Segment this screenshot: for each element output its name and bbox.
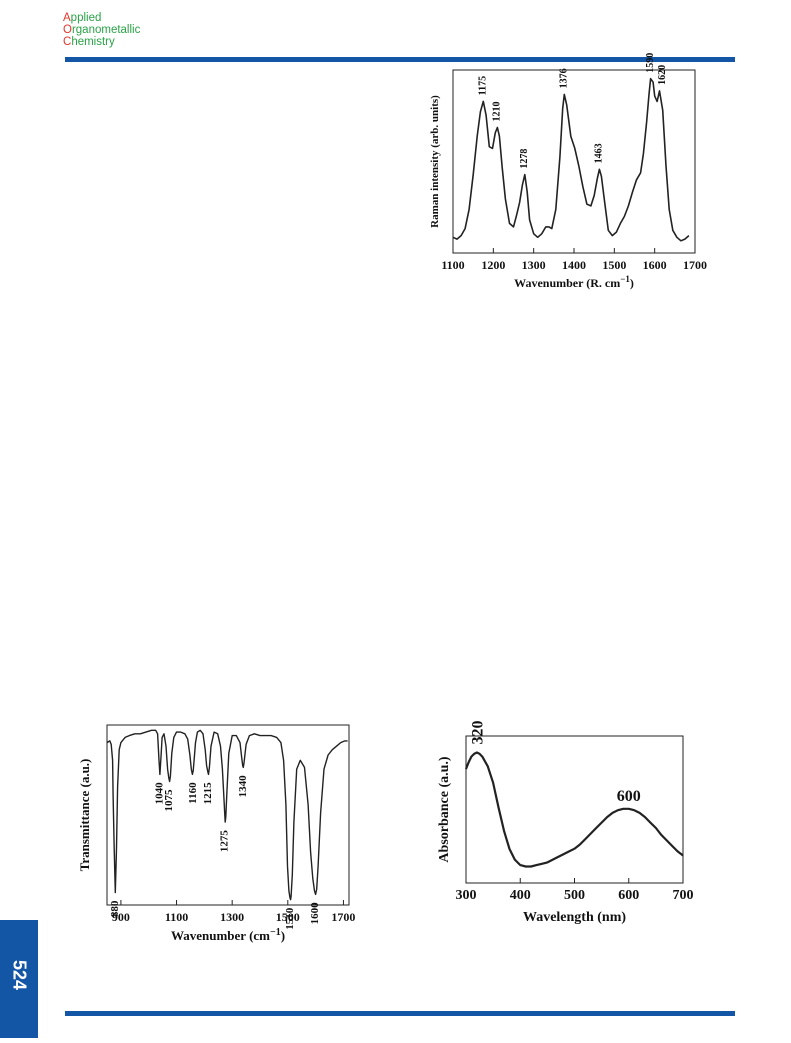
x-tick-label: 1300	[220, 910, 244, 924]
x-tick-label: 1300	[522, 258, 546, 272]
x-axis-label-close: )	[630, 276, 634, 290]
peak-label: 320	[470, 720, 487, 744]
plot-frame	[106, 724, 350, 906]
peak-label: 1340	[237, 775, 249, 797]
peak-label: 1463	[594, 143, 605, 163]
journal-logo-line: Chemistry	[63, 36, 115, 48]
x-tick-label: 600	[618, 888, 639, 903]
spectrum-line	[106, 729, 348, 901]
peak-label: 1040	[153, 782, 165, 805]
peak-label: 600	[617, 788, 641, 805]
x-tick-label: 1400	[562, 258, 586, 272]
x-axis-label-exponent: −1	[270, 927, 281, 938]
x-tick-label: 1700	[331, 910, 355, 924]
page-number-tab	[0, 920, 38, 1038]
peak-label: 1600	[309, 902, 321, 925]
peak-label: 1175	[478, 76, 489, 95]
x-tick-label: 1500	[276, 910, 300, 924]
x-axis-label: Wavenumber (R. cm−1)	[514, 274, 634, 290]
x-tick-label: 1100	[165, 910, 188, 924]
journal-logo-line: Organometallic	[63, 24, 141, 36]
x-axis-label-text: Wavenumber (cm	[171, 928, 270, 943]
y-axis-label: Absorbance (a.u.)	[437, 756, 452, 863]
journal-logo-line: Applied	[63, 12, 102, 24]
footer-rule	[65, 1011, 735, 1016]
header-rule	[65, 57, 735, 62]
x-tick-label: 1100	[441, 258, 464, 272]
peak-label: 1075	[163, 789, 175, 812]
spectrum-line	[464, 751, 684, 868]
x-tick-label: 500	[564, 888, 585, 903]
x-tick-label: 700	[673, 888, 694, 903]
x-tick-label: 1700	[683, 258, 707, 272]
x-tick-label: 1600	[643, 258, 667, 272]
peak-label: 1510	[284, 907, 296, 930]
journal-logo: Applied Organometallic Chemistry	[63, 12, 140, 48]
peak-label: 1278	[519, 149, 530, 169]
peak-label: 1215	[202, 782, 214, 805]
page-number: 524	[9, 959, 30, 991]
x-tick-label: 400	[510, 888, 531, 903]
x-axis-label-text: Wavelength (nm)	[523, 910, 626, 925]
spectrum-line	[452, 77, 690, 242]
y-axis-label: Transmittance (a.u.)	[77, 759, 92, 872]
x-axis-label-text: Wavenumber (R. cm	[514, 276, 620, 290]
x-tick-label: 1500	[602, 258, 626, 272]
peak-label: 1275	[219, 830, 231, 853]
x-tick-label: 300	[456, 888, 477, 903]
x-axis-label-exponent: −1	[620, 274, 630, 284]
x-axis-label: Wavenumber (cm−1)	[171, 927, 285, 943]
peak-label: 1620	[657, 65, 668, 85]
x-tick-label: 900	[112, 910, 130, 924]
peak-label: 880	[109, 900, 121, 917]
x-tick-label: 1200	[481, 258, 505, 272]
peak-label: 1160	[187, 782, 199, 804]
x-axis-label-close: )	[281, 928, 285, 943]
peak-label: 1210	[492, 102, 503, 122]
peak-label: 1590	[645, 53, 656, 73]
y-axis-label: Raman intensity (arb. units)	[429, 95, 441, 228]
uv-vis-spectrum-chart: 300 400 500 600 700 320 600 Wavelength (nm) Abso…	[437, 720, 694, 925]
peak-label: 1376	[559, 68, 570, 88]
x-axis-label: Wavelength (nm)	[523, 910, 626, 925]
